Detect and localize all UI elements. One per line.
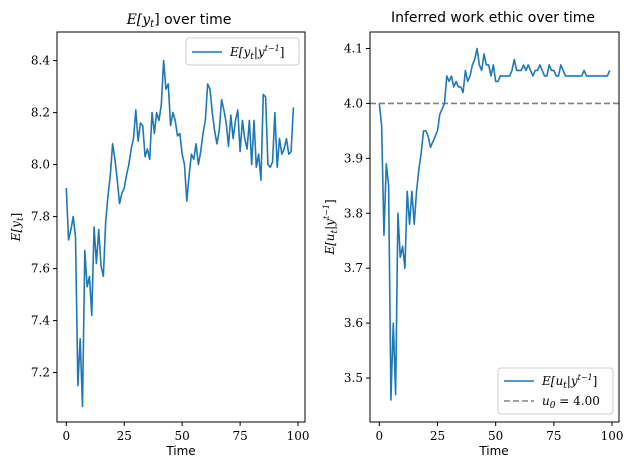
right-legend-label-reference: u0 = 4.00: [542, 394, 600, 411]
right-x-ticks: 0 25 50 75 100: [375, 422, 623, 443]
right-y-axis-label: E[ut|yt−1]: [322, 199, 340, 255]
left-y-axis-label: E[yt]: [9, 213, 26, 243]
right-x-tick-label: 100: [601, 429, 624, 443]
left-legend-box: [185, 37, 300, 66]
left-y-tick-label: 7.4: [31, 314, 50, 328]
right-legend-box: [497, 367, 614, 415]
left-y-tick-label: 7.2: [31, 366, 50, 380]
right-legend: E[ut|yt−1] u0 = 4.00: [497, 367, 614, 415]
right-x-tick-label: 25: [430, 429, 445, 443]
right-y-tick-label: 3.8: [344, 206, 363, 220]
left-legend: E[yt|yt−1]: [185, 37, 300, 66]
right-series-line: [378, 47, 611, 401]
right-x-tick-label: 75: [546, 429, 561, 443]
left-chart: E[yt] over time 7.2 7.4 7.6 7.8 8.0 8.2 8.4 0 2…: [9, 12, 309, 458]
left-x-axis-label: Time: [165, 444, 195, 458]
left-legend-label: E[yt|yt−1]: [229, 44, 284, 62]
left-y-tick-label: 7.6: [31, 262, 50, 276]
left-x-tick-label: 25: [117, 429, 132, 443]
right-chart: Inferred work ethic over time 3.53.63.73…: [322, 10, 623, 458]
left-series-line: [65, 59, 295, 408]
left-y-tick-label: 8.2: [31, 106, 50, 120]
right-y-tick-label: 4.0: [344, 96, 363, 110]
right-y-tick-label: 3.9: [344, 151, 363, 165]
left-axes-frame: [56, 31, 306, 423]
right-axes-frame: [369, 31, 620, 423]
left-x-tick-label: 0: [62, 429, 70, 443]
left-x-tick-label: 75: [232, 429, 247, 443]
right-chart-title: Inferred work ethic over time: [391, 10, 595, 26]
left-y-tick-label: 7.8: [31, 210, 50, 224]
right-y-tick-label: 4.1: [344, 41, 363, 55]
left-chart-title: E[yt] over time: [126, 12, 232, 30]
left-y-ticks: 7.2 7.4 7.6 7.8 8.0 8.2 8.4: [31, 54, 57, 380]
right-x-tick-label: 0: [375, 429, 383, 443]
left-y-tick-label: 8.4: [31, 54, 50, 68]
right-y-tick-label: 3.6: [344, 316, 363, 330]
right-x-axis-label: Time: [478, 444, 508, 458]
right-legend-label-series: E[ut|yt−1]: [541, 373, 597, 391]
left-x-tick-label: 100: [287, 429, 310, 443]
right-y-tick-label: 3.5: [344, 371, 363, 385]
left-y-tick-label: 8.0: [31, 158, 50, 172]
right-y-ticks: 3.5 3.6 3.7 3.8 3.9 4.0 4.1: [344, 41, 370, 385]
right-y-tick-label: 3.7: [344, 261, 363, 275]
left-x-ticks: 0 25 50 75 100: [62, 422, 309, 443]
left-x-tick-label: 50: [175, 429, 190, 443]
right-x-tick-label: 50: [488, 429, 503, 443]
